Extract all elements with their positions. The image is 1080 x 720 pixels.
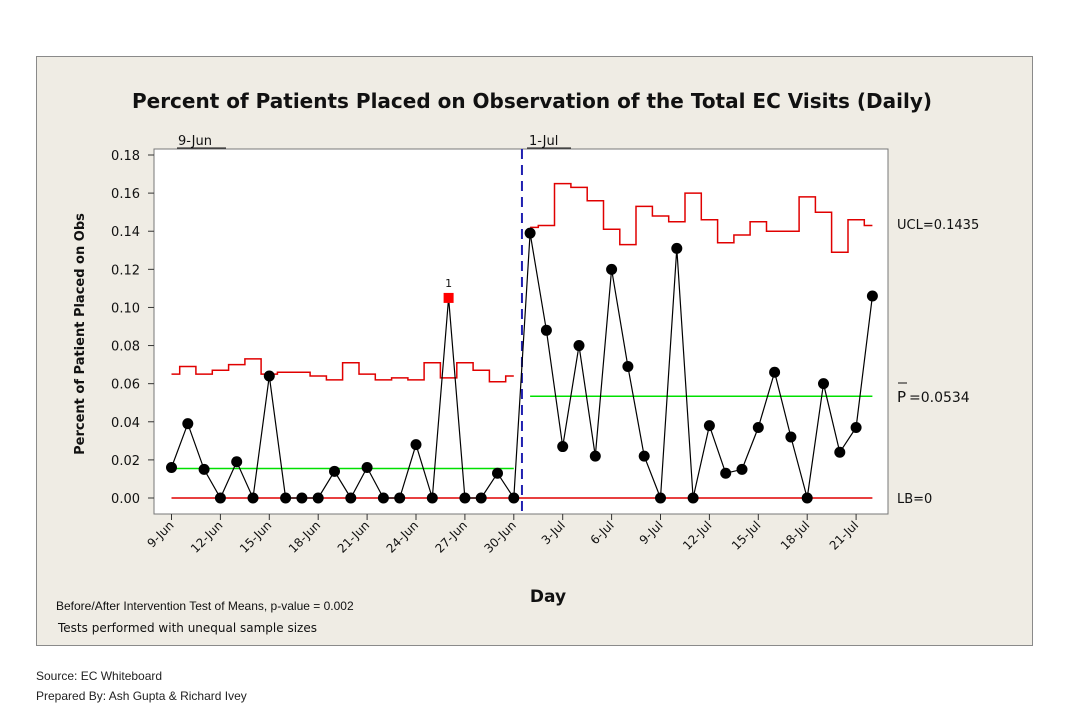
y-tick-label: 0.12	[111, 263, 140, 278]
test-of-means-note: Before/After Intervention Test of Means,…	[56, 599, 354, 613]
x-tick-label: 18-Jun	[286, 518, 323, 555]
data-point	[524, 227, 536, 239]
y-tick-label: 0.02	[111, 454, 140, 469]
x-axis-label: Day	[530, 587, 566, 607]
data-point	[231, 456, 243, 468]
y-axis-label: Percent of Patient Placed on Obs	[73, 213, 88, 455]
x-tick-label: 18-Jul	[778, 518, 812, 552]
y-tick-label: 0.18	[111, 149, 140, 164]
flagged-data-point	[443, 292, 454, 303]
x-tick-label: 21-Jun	[335, 518, 372, 555]
data-point	[377, 492, 389, 504]
data-point	[280, 492, 292, 504]
y-tick-label: 0.14	[111, 225, 140, 240]
center-line-value: =0.0534	[909, 390, 970, 406]
data-point	[198, 463, 210, 475]
data-point	[573, 340, 585, 352]
data-point	[394, 492, 406, 504]
data-point	[166, 462, 177, 474]
data-point	[492, 467, 503, 479]
x-tick-label: 12-Jun	[188, 518, 225, 555]
x-tick-label: 9-Jun	[145, 518, 177, 550]
x-tick-label: 9-Jul	[637, 518, 666, 547]
flag-label: 1	[445, 277, 452, 290]
unequal-sample-note: Tests performed with unequal sample size…	[57, 621, 317, 635]
ucl-label: UCL=0.1435	[897, 218, 979, 233]
data-point	[508, 492, 520, 504]
y-tick-label: 0.10	[111, 301, 140, 316]
data-point	[459, 492, 471, 504]
y-tick-label: 0.16	[111, 187, 140, 202]
data-point	[263, 370, 275, 382]
data-point	[850, 421, 862, 433]
data-point	[606, 263, 618, 275]
data-point	[801, 492, 813, 504]
data-point	[736, 463, 748, 475]
data-point	[410, 439, 422, 451]
data-point	[475, 492, 487, 504]
data-point	[345, 492, 357, 504]
x-tick-label: 12-Jul	[680, 518, 714, 552]
source-note: Source: EC Whiteboard	[36, 669, 163, 683]
data-point	[671, 242, 683, 254]
x-tick-label: 21-Jul	[827, 518, 861, 552]
x-tick-label: 15-Jul	[729, 518, 763, 552]
center-line-label: P =0.0534	[897, 382, 970, 406]
x-tick-label: 6-Jul	[588, 518, 617, 547]
x-tick-label: 24-Jun	[384, 518, 421, 555]
phase-label: 9-Jun	[178, 134, 212, 149]
data-point	[361, 462, 373, 474]
data-point	[247, 492, 259, 504]
data-point	[703, 420, 715, 432]
data-point	[296, 492, 308, 504]
data-point	[540, 324, 552, 336]
data-point	[655, 492, 666, 504]
phase-label: 1-Jul	[529, 134, 558, 149]
data-point	[834, 446, 846, 458]
ucl-line-before	[171, 358, 514, 383]
data-point	[329, 465, 340, 477]
prepared-by-note: Prepared By: Ash Gupta & Richard Ivey	[36, 689, 247, 703]
ucl-line-after	[530, 182, 873, 253]
y-tick-label: 0.00	[111, 492, 140, 507]
data-point	[866, 290, 878, 302]
data-point	[589, 450, 601, 462]
data-point	[312, 492, 324, 504]
data-point	[818, 378, 829, 390]
chart-title: Percent of Patients Placed on Observatio…	[132, 89, 932, 113]
data-point	[769, 366, 781, 378]
data-point	[785, 431, 797, 443]
y-tick-label: 0.06	[111, 378, 140, 393]
data-point	[687, 492, 699, 504]
x-tick-label: 3-Jul	[539, 518, 568, 547]
data-point	[720, 467, 732, 479]
x-tick-label: 30-Jun	[481, 518, 518, 555]
center-line-letter: P	[897, 388, 906, 406]
x-tick-label: 15-Jun	[237, 518, 274, 555]
data-point	[557, 441, 569, 453]
data-point	[182, 418, 194, 430]
lb-label: LB=0	[897, 492, 932, 507]
data-point	[214, 492, 226, 504]
data-point	[752, 421, 764, 433]
x-tick-label: 27-Jun	[433, 518, 470, 555]
y-tick-label: 0.08	[111, 340, 140, 355]
data-point	[426, 492, 438, 504]
data-point	[622, 361, 634, 373]
y-tick-label: 0.04	[111, 416, 140, 431]
data-point	[638, 450, 650, 462]
